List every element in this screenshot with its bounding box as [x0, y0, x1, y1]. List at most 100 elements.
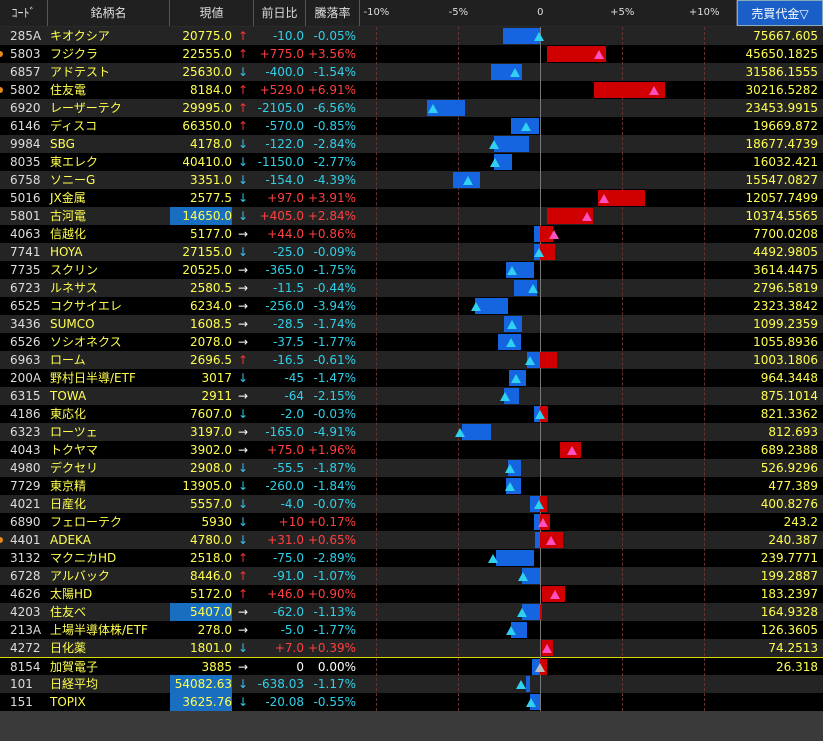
trend-arrow: ↑ — [237, 569, 249, 583]
code: 200A — [10, 371, 42, 385]
trend-arrow: ↑ — [237, 119, 249, 133]
table-row[interactable]: 7735 スクリン 20525.0 → -365.0 -1.75% 3614.4475 — [0, 261, 823, 279]
change: -75.0 — [272, 551, 304, 565]
code: 7735 — [10, 263, 41, 277]
header-code[interactable]: ｺｰﾄﾞ — [0, 0, 48, 26]
volume-title: 売買代金 — [751, 7, 800, 21]
trend-arrow: ↓ — [237, 479, 249, 493]
header-volume[interactable]: 売買代金▽ — [737, 0, 823, 26]
stock-name: 東京精 — [50, 479, 87, 493]
table-row[interactable]: 6920 レーザーテク 29995.0 ↑ -2105.0 -6.56% 23453.991… — [0, 99, 823, 117]
table-row[interactable]: 4021 日産化 5557.0 ↓ -4.0 -0.07% 400.8276 — [0, 495, 823, 513]
range-bar-up — [546, 208, 593, 224]
table-row[interactable]: 4063 信越化 5177.0 → +44.0 +0.86% 7700.0208 — [0, 225, 823, 243]
change-pct: -2.84% — [313, 137, 356, 151]
price: 2580.5 — [190, 281, 232, 295]
change-marker — [504, 464, 515, 473]
table-row[interactable]: 200A 野村日半導/ETF 3017 ↓ -45 -1.47% 964.3448 — [0, 369, 823, 387]
table-row[interactable]: 7729 東京精 13905.0 ↓ -260.0 -1.84% 477.389 — [0, 477, 823, 495]
table-row[interactable]: 4272 日化薬 1801.0 ↓ +7.0 +0.39% 74.2513 — [0, 639, 823, 657]
range-bar-up — [597, 190, 646, 206]
table-row[interactable]: 5016 JX金属 2577.5 ↓ +97.0 +3.91% 12057.7499 — [0, 189, 823, 207]
change-pct: -0.03% — [313, 407, 356, 421]
header-name[interactable]: 銘柄名 — [48, 0, 170, 26]
stock-name: HOYA — [50, 245, 83, 259]
table-row[interactable]: 5801 古河電 14650.0 ↓ +405.0 +2.84% 10374.5565 — [0, 207, 823, 225]
change-pct: +6.91% — [307, 83, 356, 97]
table-row[interactable]: 6728 アルバック 8446.0 ↑ -91.0 -1.07% 199.2887 — [0, 567, 823, 585]
change: -64 — [284, 389, 304, 403]
table-row[interactable]: 6758 ソニーG 3351.0 ↓ -154.0 -4.39% 15547.0827 — [0, 171, 823, 189]
header-price[interactable]: 現値 — [170, 0, 254, 26]
trading-value: 19669.872 — [753, 119, 818, 133]
change-marker — [500, 392, 511, 401]
trend-arrow: → — [237, 389, 249, 403]
code: 8035 — [10, 155, 41, 169]
scale-grid-line — [458, 27, 460, 711]
table-row[interactable]: 6723 ルネサス 2580.5 → -11.5 -0.44% 2796.5819 — [0, 279, 823, 297]
trading-value: 23453.9915 — [745, 101, 818, 115]
stock-name: 住友べ — [50, 605, 87, 619]
table-row[interactable]: 6146 ディスコ 66350.0 ↑ -570.0 -0.85% 19669.872 — [0, 117, 823, 135]
change: +405.0 — [259, 209, 304, 223]
table-row[interactable]: 151 TOPIX 3625.76 ↓ -20.08 -0.55% — [0, 693, 823, 711]
code: 6525 — [10, 299, 41, 313]
table-row[interactable]: 4626 太陽HD 5172.0 ↑ +46.0 +0.90% 183.2397 — [0, 585, 823, 603]
price: 4780.0 — [190, 533, 232, 547]
trend-arrow: ↓ — [237, 191, 249, 205]
change-pct: -4.91% — [313, 425, 356, 439]
trend-arrow: ↓ — [237, 677, 249, 691]
table-row[interactable]: 6963 ローム 2696.5 ↑ -16.5 -0.61% 1003.1806 — [0, 351, 823, 369]
table-row[interactable]: 6315 TOWA 2911 → -64 -2.15% 875.1014 — [0, 387, 823, 405]
table-row[interactable]: 4203 住友べ 5407.0 → -62.0 -1.13% 164.9328 — [0, 603, 823, 621]
price: 2911 — [201, 389, 232, 403]
trading-value: 400.8276 — [760, 497, 818, 511]
sort-icon[interactable]: ▽ — [799, 7, 809, 21]
table-row[interactable]: 4980 デクセリ 2908.0 ↓ -55.5 -1.87% 526.9296 — [0, 459, 823, 477]
code: 6890 — [10, 515, 41, 529]
trend-arrow: → — [237, 317, 249, 331]
table-row[interactable]: 4401 ADEKA 4780.0 ↓ +31.0 +0.65% 240.387 — [0, 531, 823, 549]
table-row[interactable]: 7741 HOYA 27155.0 ↓ -25.0 -0.09% 4492.9805 — [0, 243, 823, 261]
table-row[interactable]: 101 日経平均 54082.63 ↓ -638.03 -1.17% — [0, 675, 823, 693]
stock-name: 古河電 — [50, 209, 87, 223]
header-pct[interactable]: 騰落率 — [306, 0, 360, 26]
change-marker — [506, 320, 517, 329]
table-row[interactable]: 3436 SUMCO 1608.5 → -28.5 -1.74% 1099.2359 — [0, 315, 823, 333]
table-row[interactable]: 3132 マクニカHD 2518.0 ↑ -75.0 -2.89% 239.7771 — [0, 549, 823, 567]
table-row[interactable]: 213A 上場半導体株/ETF 278.0 → -5.0 -1.77% 126.3605 — [0, 621, 823, 639]
change: -62.0 — [272, 605, 304, 619]
price: 2908.0 — [190, 461, 232, 475]
change-marker — [489, 158, 500, 167]
table-row[interactable]: 6526 ソシオネクス 2078.0 → -37.5 -1.77% 1055.8936 — [0, 333, 823, 351]
change-marker — [488, 140, 499, 149]
table-row[interactable]: 6525 コクサイエレ 6234.0 → -256.0 -3.94% 2323.3842 — [0, 297, 823, 315]
change: -28.5 — [272, 317, 304, 331]
table-row[interactable]: 6323 ローツェ 3197.0 → -165.0 -4.91% 812.693 — [0, 423, 823, 441]
table-row[interactable]: 9984 SBG 4178.0 ↓ -122.0 -2.84% 18677.4739 — [0, 135, 823, 153]
change-pct: -1.77% — [313, 335, 356, 349]
header-change[interactable]: 前日比 — [254, 0, 306, 26]
price: 66350.0 — [182, 119, 232, 133]
trading-value: 1099.2359 — [753, 317, 818, 331]
table-row[interactable]: 285A キオクシア 20775.0 ↑ -10.0 -0.05% 75667.605 — [0, 27, 823, 45]
range-bar-down — [502, 28, 541, 44]
code: 5801 — [10, 209, 41, 223]
table-row[interactable]: 4043 トクヤマ 3902.0 → +75.0 +1.96% 689.2388 — [0, 441, 823, 459]
table-row[interactable]: 5803 フジクラ 22555.0 ↑ +775.0 +3.56% 45650.1825 — [0, 45, 823, 63]
table-row[interactable]: 8035 東エレク 40410.0 ↓ -1150.0 -2.77% 16032.421 — [0, 153, 823, 171]
table-row[interactable]: 5802 住友電 8184.0 ↑ +529.0 +6.91% 30216.5282 — [0, 81, 823, 99]
change-pct: -0.09% — [313, 245, 356, 259]
change-marker — [581, 212, 592, 221]
table-row[interactable]: 4186 東応化 7607.0 ↓ -2.0 -0.03% 821.3362 — [0, 405, 823, 423]
trading-value: 239.7771 — [760, 551, 818, 565]
table-row[interactable]: 6890 フェローテク 5930 ↓ +10 +0.17% 243.2 — [0, 513, 823, 531]
code: 7729 — [10, 479, 41, 493]
change-marker — [541, 644, 552, 653]
trend-arrow: ↓ — [237, 209, 249, 223]
price: 2078.0 — [190, 335, 232, 349]
trading-value: 74.2513 — [768, 641, 818, 655]
table-row[interactable]: 6857 アドテスト 25630.0 ↓ -400.0 -1.54% 31586.1555 — [0, 63, 823, 81]
table-row[interactable]: 8154 加賀電子 3885 → 0 0.00% 26.318 — [0, 657, 823, 675]
